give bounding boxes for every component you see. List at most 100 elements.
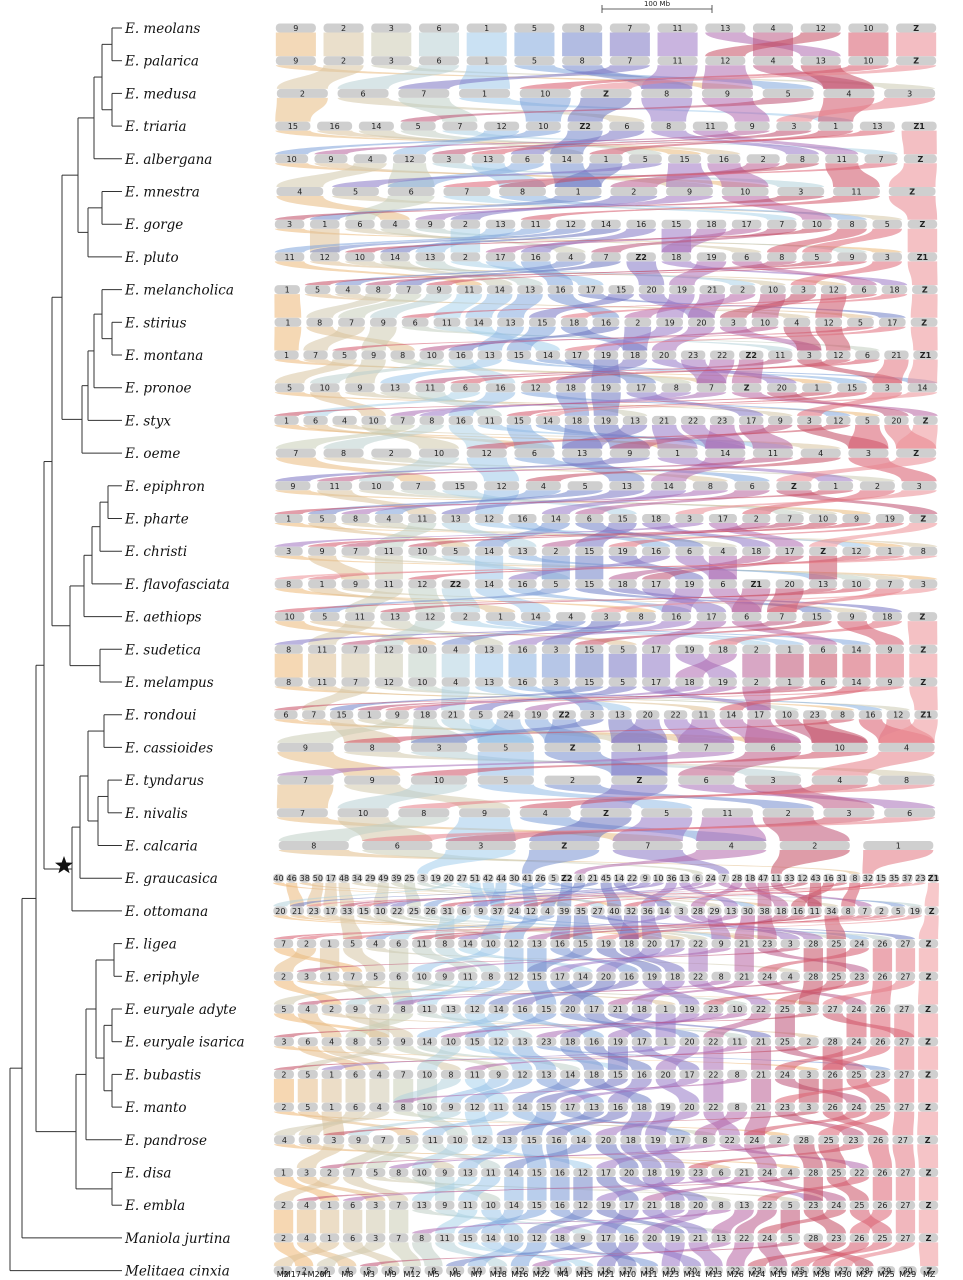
chromosome-bar: [734, 1200, 754, 1210]
chromosome-label: 19: [601, 940, 611, 949]
chromosome-bar: [875, 873, 887, 883]
chromosome-bar: [608, 546, 637, 556]
chromosome-bar: [703, 1004, 724, 1014]
chromosome-label: 5: [322, 613, 327, 622]
chromosome-bar: [740, 906, 755, 916]
synteny-ribbon: [878, 719, 938, 743]
synteny-ribbon: [423, 882, 547, 907]
chromosome-bar: [304, 285, 331, 295]
chromosome-bar: [575, 514, 604, 523]
chromosome-label: 9: [448, 1103, 453, 1112]
synteny-ribbon: [374, 523, 737, 547]
chromosome-bar: [573, 1168, 593, 1177]
chromosome-bar: [846, 1004, 867, 1014]
chromosome-bar: [529, 317, 556, 327]
chromosome-bar: [535, 350, 561, 360]
chromosome-row: 1 8 7 9 6 11 14 13 15 18 16 2 19 20 3 10 4 12 5 17 Z: [274, 317, 938, 327]
synteny-ribbon: [826, 1177, 870, 1201]
chromosome-label: 14: [371, 122, 381, 131]
chromosome-bar: [467, 1266, 486, 1276]
chromosome-bar: [365, 1233, 386, 1243]
chromosome-bar: [342, 939, 363, 949]
chromosome-bar: [691, 710, 716, 720]
chromosome-bar: [775, 677, 804, 687]
chromosome-bar: [903, 154, 937, 164]
chromosome-label: Z2: [561, 874, 572, 883]
chromosome-label: 4: [393, 220, 398, 229]
chromosome-label: 10: [375, 907, 385, 916]
chromosome-label: Z: [636, 776, 642, 785]
synteny-ribbon: [490, 882, 913, 907]
chromosome-label: 5: [305, 1103, 310, 1112]
chromosome-bar: [387, 187, 435, 196]
chromosome-bar: [342, 1200, 363, 1210]
synteny-ribbon: [525, 457, 841, 482]
chromosome-bar: [609, 23, 650, 33]
chromosome-label: 4: [904, 743, 909, 752]
chromosome-label: 18: [776, 907, 786, 916]
chromosome-label: 8: [401, 1103, 406, 1112]
chromosome-label: 36: [666, 874, 676, 883]
chromosome-bar: [837, 383, 867, 393]
chromosome-label: 8: [639, 613, 644, 622]
chromosome-bar: [317, 481, 353, 491]
chromosome-label: 6: [907, 809, 912, 818]
chromosome-label: 13: [446, 1005, 456, 1014]
chromosome-bar: [802, 252, 832, 262]
chromosome-bar: [408, 677, 437, 687]
chromosome-bar: [727, 1037, 748, 1047]
synteny-ribbon: [907, 228, 938, 253]
synteny-ribbon: [641, 97, 693, 122]
synteny-ribbon: [744, 784, 875, 809]
chromosome-label: 2: [281, 1234, 286, 1243]
chromosome-label: 2: [302, 1267, 307, 1276]
chromosome-label: 18: [569, 318, 579, 327]
chromosome-label: 10: [486, 940, 496, 949]
chromosome-label: 6: [350, 1201, 355, 1210]
synteny-ribbon: [842, 653, 871, 678]
chromosome-label: Z: [926, 1234, 932, 1243]
chromosome-label: 13: [483, 155, 493, 164]
chromosome-bar: [338, 873, 350, 883]
synteny-ribbon: [440, 1013, 748, 1038]
chromosome-bar: [532, 1266, 551, 1276]
chromosome-label: 16: [624, 1234, 634, 1243]
synteny-ribbon: [395, 261, 621, 286]
chromosome-label: 8: [850, 220, 855, 229]
chromosome-bar: [408, 514, 437, 523]
synteny-ribbon: [393, 980, 731, 1005]
chromosome-label: 20: [785, 580, 795, 589]
chromosome-label: 11: [417, 515, 427, 524]
chromosome-label: 9: [353, 580, 358, 589]
synteny-ribbon: [846, 1013, 867, 1038]
chromosome-label: 12: [470, 1005, 480, 1014]
chromosome-bar: [393, 1004, 414, 1014]
chromosome-bar: [274, 415, 299, 425]
chromosome-bar: [417, 1102, 438, 1112]
chromosome-bar: [450, 612, 481, 622]
chromosome-row: 3 1 6 4 9 2 13 11 12 14 16 15 18 17 7 10 8 5 Z: [274, 219, 938, 229]
species-label: E. pluto: [124, 250, 179, 266]
chromosome-bar: [596, 1200, 616, 1210]
chromosome-bar: [573, 1200, 593, 1210]
chromosome-label: 1: [327, 940, 332, 949]
chromosome-bar: [663, 710, 688, 720]
chromosome-label: 5: [503, 743, 508, 752]
chromosome-bar: [665, 1168, 685, 1177]
chromosome-label: 6: [750, 482, 755, 491]
chromosome-label: 6: [720, 580, 725, 589]
chromosome-bar: [913, 415, 938, 425]
chromosome-label: 8: [904, 776, 909, 785]
synteny-ribbon: [837, 621, 904, 645]
chromosome-bar: [477, 775, 534, 785]
chromosome-bar: [875, 514, 904, 523]
chromosome-bar: [309, 612, 340, 622]
chromosome-bar: [679, 873, 691, 883]
synteny-ribbon: [303, 424, 555, 449]
chromosome-label: 9: [290, 482, 295, 491]
chromosome-bar: [894, 1069, 915, 1079]
chromosome-label: 14: [720, 449, 730, 458]
chromosome-bar: [859, 121, 895, 131]
chromosome-bar: [675, 579, 704, 589]
synteny-ribbon: [274, 490, 854, 514]
